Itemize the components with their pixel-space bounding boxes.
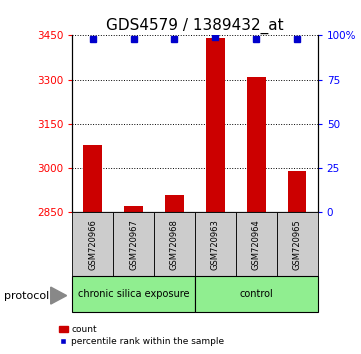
Bar (124, 206, 143, 212)
Text: chronic silica exposure: chronic silica exposure (78, 289, 189, 299)
Text: GSM720968: GSM720968 (170, 219, 179, 270)
Polygon shape (51, 287, 66, 304)
Bar (113, 212, 154, 276)
Bar (83, 144, 102, 212)
Bar (72, 212, 113, 276)
Legend: count, percentile rank within the sample: count, percentile rank within the sample (55, 321, 228, 349)
Bar (154, 212, 195, 276)
Title: GDS4579 / 1389432_at: GDS4579 / 1389432_at (106, 18, 284, 34)
Text: GSM720966: GSM720966 (88, 219, 97, 270)
Bar (195, 276, 318, 312)
Bar (195, 212, 236, 276)
Text: GSM720967: GSM720967 (129, 219, 138, 270)
Bar (236, 212, 277, 276)
Bar (277, 212, 318, 276)
Text: GSM720963: GSM720963 (211, 219, 220, 270)
Text: GSM720964: GSM720964 (252, 219, 261, 270)
Bar (247, 77, 265, 212)
Bar (288, 171, 306, 212)
Text: control: control (239, 289, 273, 299)
Bar (165, 195, 184, 212)
Text: protocol: protocol (4, 291, 49, 301)
Text: GSM720965: GSM720965 (293, 219, 302, 270)
Bar (72, 276, 195, 312)
Bar (206, 38, 225, 212)
